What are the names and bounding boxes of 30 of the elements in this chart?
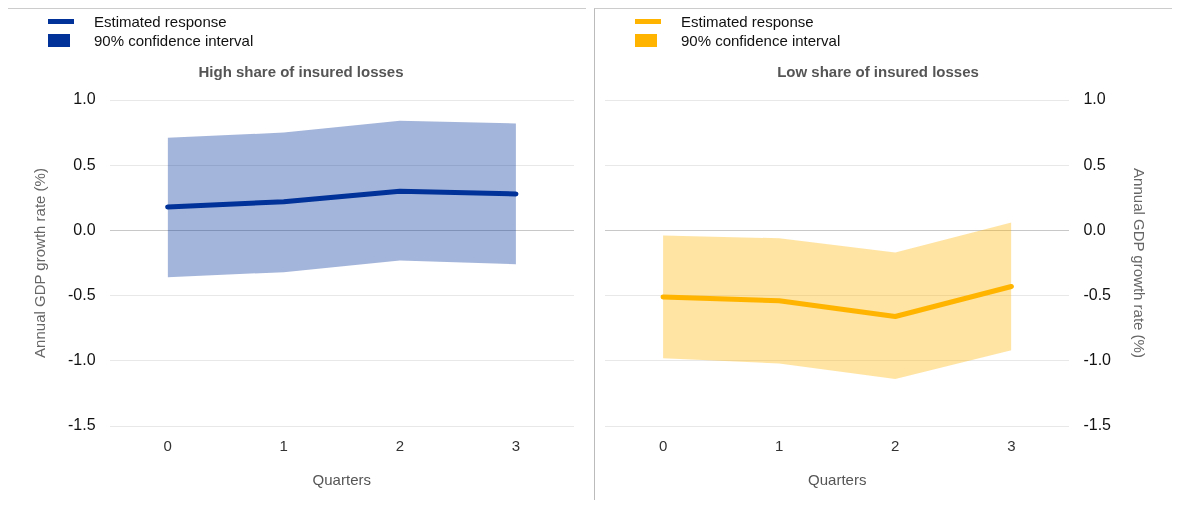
y-tick-label: 0.0 — [73, 220, 96, 238]
x-tick-label: 3 — [511, 437, 521, 455]
x-tick-label: 2 — [395, 437, 405, 455]
y2-tick-label: 1.0 — [1083, 90, 1106, 108]
x-tick-label: 0 — [658, 437, 668, 455]
text: 90% confidence interval — [94, 31, 254, 50]
legend-label: Estimated response — [94, 12, 227, 31]
y2-tick-label: -1.5 — [1083, 416, 1112, 434]
y-tick-label: -1.5 — [67, 416, 96, 434]
chart-title: Low share of insured losses — [777, 63, 979, 81]
y-axis-title: Annual GDP growth rate (%) — [31, 168, 49, 358]
text: 90% confidence interval — [681, 31, 841, 50]
x-tick-label: 1 — [774, 437, 784, 455]
y-tick-label: 0.5 — [73, 155, 96, 173]
x-axis-title: Quarters — [312, 471, 371, 489]
chart-title: High share of insured losses — [198, 63, 404, 81]
y2-tick-label: -0.5 — [1083, 286, 1112, 304]
legend-label: Estimated response — [681, 12, 814, 31]
x-tick-label: 1 — [279, 437, 288, 455]
y-tick-label: -1.0 — [67, 351, 96, 369]
y2-axis-title: Annual GDP growth rate (%) — [1130, 168, 1148, 358]
y-tick-label: -0.5 — [67, 286, 96, 304]
y2-tick-label: 0.5 — [1083, 155, 1106, 173]
y2-tick-label: -1.0 — [1083, 351, 1112, 369]
x-axis-title: Quarters — [808, 471, 867, 489]
x-tick-label: 0 — [163, 437, 172, 455]
x-tick-label: 2 — [891, 437, 900, 455]
y-tick-label: 1.0 — [73, 90, 96, 108]
x-tick-label: 3 — [1007, 437, 1016, 455]
y2-tick-label: 0.0 — [1083, 220, 1106, 238]
